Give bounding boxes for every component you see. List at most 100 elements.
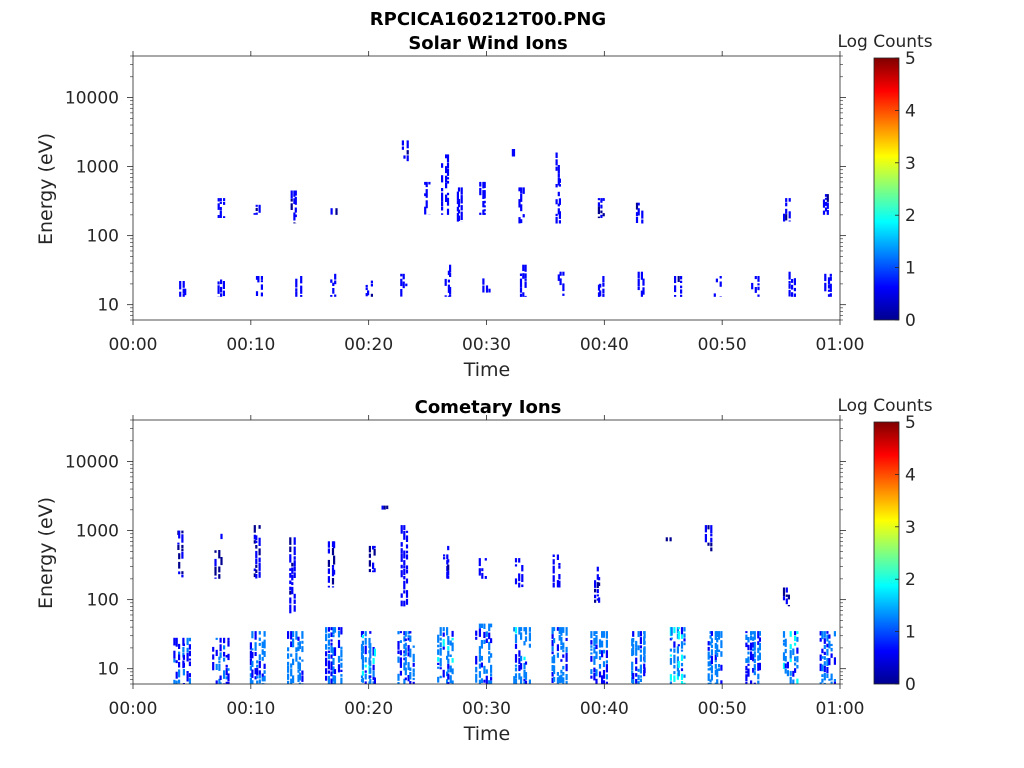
data-cell [325, 651, 328, 657]
data-cell [369, 652, 372, 659]
data-cell [714, 631, 717, 640]
data-cell [520, 193, 523, 202]
colorbar-tick-label: 2 [905, 570, 916, 590]
data-cell [449, 675, 452, 684]
data-cell [437, 649, 440, 655]
data-cell [460, 211, 463, 220]
data-cell [337, 639, 341, 648]
data-cell [215, 663, 218, 670]
data-cell [258, 642, 261, 646]
data-cell [333, 569, 336, 575]
x-tick-label: 00:20 [344, 335, 393, 355]
data-cell [298, 672, 301, 681]
data-cell [520, 219, 523, 224]
data-cell [255, 558, 258, 565]
data-cell [361, 631, 364, 634]
colorbar-gradient [873, 421, 900, 685]
data-cell [595, 678, 598, 684]
data-cell [294, 190, 297, 196]
data-cell [456, 191, 459, 201]
data-cell [597, 284, 601, 291]
data-cell [821, 631, 824, 640]
data-cell [710, 537, 713, 543]
data-cell [785, 214, 788, 221]
data-cell [714, 660, 717, 663]
data-cell [488, 288, 491, 293]
data-cell [330, 279, 333, 283]
data-cell [424, 181, 427, 185]
x-tick-label: 00:00 [109, 699, 158, 719]
data-cell [295, 647, 298, 653]
data-cell [720, 664, 723, 671]
data-cell [710, 674, 713, 681]
data-cell [602, 213, 605, 217]
data-cell [403, 600, 406, 607]
data-cell [482, 201, 485, 208]
data-cell [251, 651, 254, 659]
data-cell [291, 582, 294, 586]
data-cell [397, 682, 400, 684]
data-cell [335, 208, 338, 215]
data-cell [794, 642, 797, 646]
data-cell [439, 658, 442, 667]
data-cell [704, 525, 707, 533]
data-cell [782, 662, 786, 669]
data-cell [758, 631, 761, 636]
data-cell [214, 550, 217, 553]
data-cell [521, 565, 524, 572]
data-cell [747, 651, 750, 655]
data-cell [403, 580, 406, 590]
data-cell [590, 640, 593, 645]
data-cell [403, 576, 406, 580]
data-cell [261, 673, 264, 677]
data-cell [457, 199, 461, 208]
data-cell [447, 636, 450, 645]
data-cell [602, 282, 605, 287]
data-cell [594, 599, 597, 603]
data-cell [255, 212, 258, 215]
data-cell [590, 652, 593, 655]
data-cell [300, 285, 303, 294]
data-cell [518, 558, 521, 563]
data-cell [405, 535, 409, 542]
data-cell [400, 525, 403, 534]
data-cell [796, 647, 799, 654]
data-cell [595, 669, 598, 677]
colorbar-tick-label: 3 [905, 518, 916, 538]
data-cell [397, 673, 400, 681]
data-cell [331, 548, 335, 556]
data-cell [518, 582, 521, 588]
data-cell [372, 664, 375, 671]
data-cell [407, 635, 410, 638]
data-cell [519, 273, 523, 276]
data-cell [400, 289, 403, 297]
data-cell [600, 210, 603, 214]
data-cell [409, 681, 412, 684]
data-cell [710, 525, 713, 533]
data-cell [714, 682, 717, 684]
data-cell [524, 264, 527, 272]
data-cell [368, 545, 371, 553]
data-event [819, 631, 836, 684]
data-cell [412, 672, 415, 677]
data-cell [364, 645, 367, 655]
data-cell [403, 525, 406, 531]
data-cell [327, 627, 330, 632]
data-cell [707, 661, 710, 667]
data-cell [223, 198, 226, 202]
data-cell [753, 682, 756, 684]
data-cell [405, 598, 409, 605]
data-cell [518, 627, 521, 635]
data-cell [219, 210, 222, 218]
data-cell [178, 661, 181, 668]
data-cell [552, 575, 555, 582]
data-cell [295, 292, 298, 297]
data-cell [263, 663, 266, 669]
data-cell [558, 211, 561, 219]
data-cell [290, 653, 293, 657]
data-cell [255, 207, 258, 211]
data-cell [220, 557, 223, 566]
data-cell [641, 219, 644, 224]
data-cell [407, 652, 410, 657]
data-cell [683, 655, 686, 659]
